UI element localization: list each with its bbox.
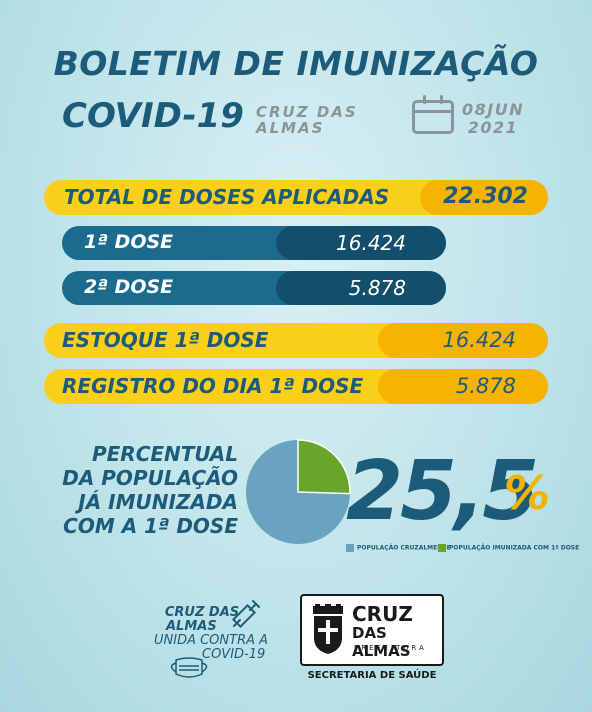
subtitle-covid: COVID-19 (62, 96, 244, 136)
face-mask-icon (170, 657, 208, 678)
estoque-value: 16.424 (442, 328, 516, 352)
dose-1-label: 1ª DOSE (84, 231, 174, 253)
legend-swatch-immunized (438, 544, 446, 552)
dose-2-bar: 2ª DOSE 5.878 (62, 271, 446, 305)
logo-line-3: PREFEITURA (354, 644, 427, 652)
registro-label: REGISTRO DO DIA 1ª DOSE (62, 374, 364, 398)
immunization-pie-chart (246, 439, 351, 544)
legend-population-label: POPULAÇÃO CRUZALMENSE (357, 544, 451, 552)
percent-line-1: PERCENTUAL (91, 442, 238, 466)
dose-1-value: 16.424 (336, 231, 406, 255)
estoque-bar: ESTOQUE 1ª DOSE 16.424 (44, 323, 548, 358)
city-name: CRUZ DAS ALMAS (256, 104, 358, 136)
dose-2-label: 2ª DOSE (84, 276, 174, 298)
percent-line-3: JÁ IMUNIZADA (78, 490, 238, 514)
logo-line-2: DAS ALMAS (352, 624, 411, 660)
registro-value: 5.878 (455, 374, 516, 398)
city-line-2: ALMAS (256, 119, 325, 137)
legend-immunized-label: POPULAÇÃO IMUNIZADA COM 1ª DOSE (449, 544, 580, 552)
dose-1-bar: 1ª DOSE 16.424 (62, 226, 446, 260)
logo-line-1: CRUZ (352, 602, 413, 626)
estoque-label: ESTOQUE 1ª DOSE (62, 328, 269, 352)
syringe-icon (231, 600, 260, 629)
registro-value-pill (378, 369, 548, 404)
percent-line-2: DA POPULAÇÃO (62, 466, 238, 490)
percent-description: PERCENTUAL DA POPULAÇÃO JÁ IMUNIZADA COM… (46, 442, 238, 538)
city-crest-icon (313, 604, 343, 654)
report-date: 08JUN 2021 (462, 101, 524, 137)
campaign-line-4: COVID-19 (202, 647, 266, 662)
legend-immunized: POPULAÇÃO IMUNIZADA COM 1ª DOSE (438, 544, 579, 552)
calendar-icon (412, 95, 454, 134)
estoque-value-pill (378, 323, 548, 358)
city-line-1: CRUZ DAS (256, 103, 358, 121)
registro-bar: REGISTRO DO DIA 1ª DOSE 5.878 (44, 369, 548, 404)
date-day: 08JUN (462, 100, 525, 119)
total-doses-value-pill (420, 180, 548, 215)
campaign-line-2: ALMAS (166, 619, 217, 634)
page-title: BOLETIM DE IMUNIZAÇÃO (53, 44, 539, 83)
legend-swatch-population (346, 544, 354, 552)
legend-population: POPULAÇÃO CRUZALMENSE (346, 544, 451, 552)
campaign-logo: CRUZ DAS ALMAS UNIDA CONTRA A COVID-19 (154, 606, 268, 662)
total-doses-value: 22.302 (443, 184, 528, 209)
percent-symbol: % (504, 466, 551, 520)
percent-value: 25,5 (346, 444, 539, 539)
date-year: 2021 (467, 118, 519, 137)
percent-line-4: COM A 1ª DOSE (63, 514, 238, 538)
total-doses-label: TOTAL DE DOSES APLICADAS (64, 185, 390, 209)
total-doses-bar: TOTAL DE DOSES APLICADAS 22.302 (44, 180, 548, 215)
secretaria-label: SECRETARIA DE SAÚDE (307, 670, 437, 681)
dose-2-value: 5.878 (348, 276, 406, 300)
dose-2-value-pill (276, 271, 446, 305)
campaign-line-3: UNIDA CONTRA A (154, 633, 269, 648)
pie-slice-immunized (297, 439, 351, 495)
dose-1-value-pill (276, 226, 446, 260)
campaign-line-1: CRUZ DAS (164, 605, 240, 620)
prefeitura-logo: CRUZ DAS ALMAS PREFEITURA (300, 594, 444, 666)
